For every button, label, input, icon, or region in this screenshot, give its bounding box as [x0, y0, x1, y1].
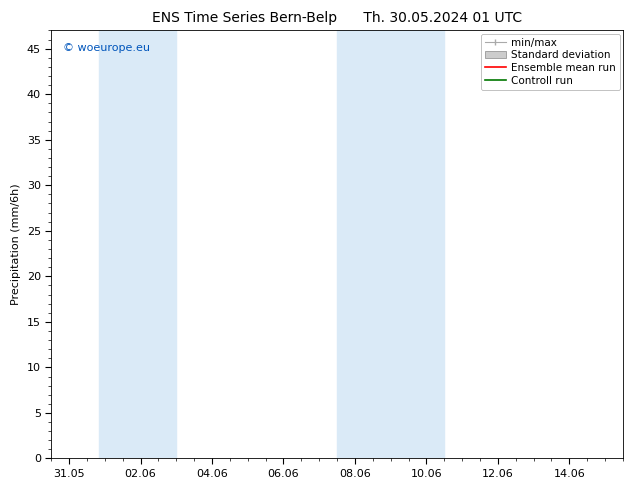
Bar	[385, 30, 444, 459]
Y-axis label: Precipitation (mm/6h): Precipitation (mm/6h)	[11, 184, 21, 305]
Legend: min/max, Standard deviation, Ensemble mean run, Controll run: min/max, Standard deviation, Ensemble me…	[481, 34, 620, 90]
Bar	[99, 30, 176, 459]
Bar	[337, 30, 385, 459]
Text: © woeurope.eu: © woeurope.eu	[63, 43, 150, 53]
Title: ENS Time Series Bern-Belp      Th. 30.05.2024 01 UTC: ENS Time Series Bern-Belp Th. 30.05.2024…	[152, 11, 522, 25]
